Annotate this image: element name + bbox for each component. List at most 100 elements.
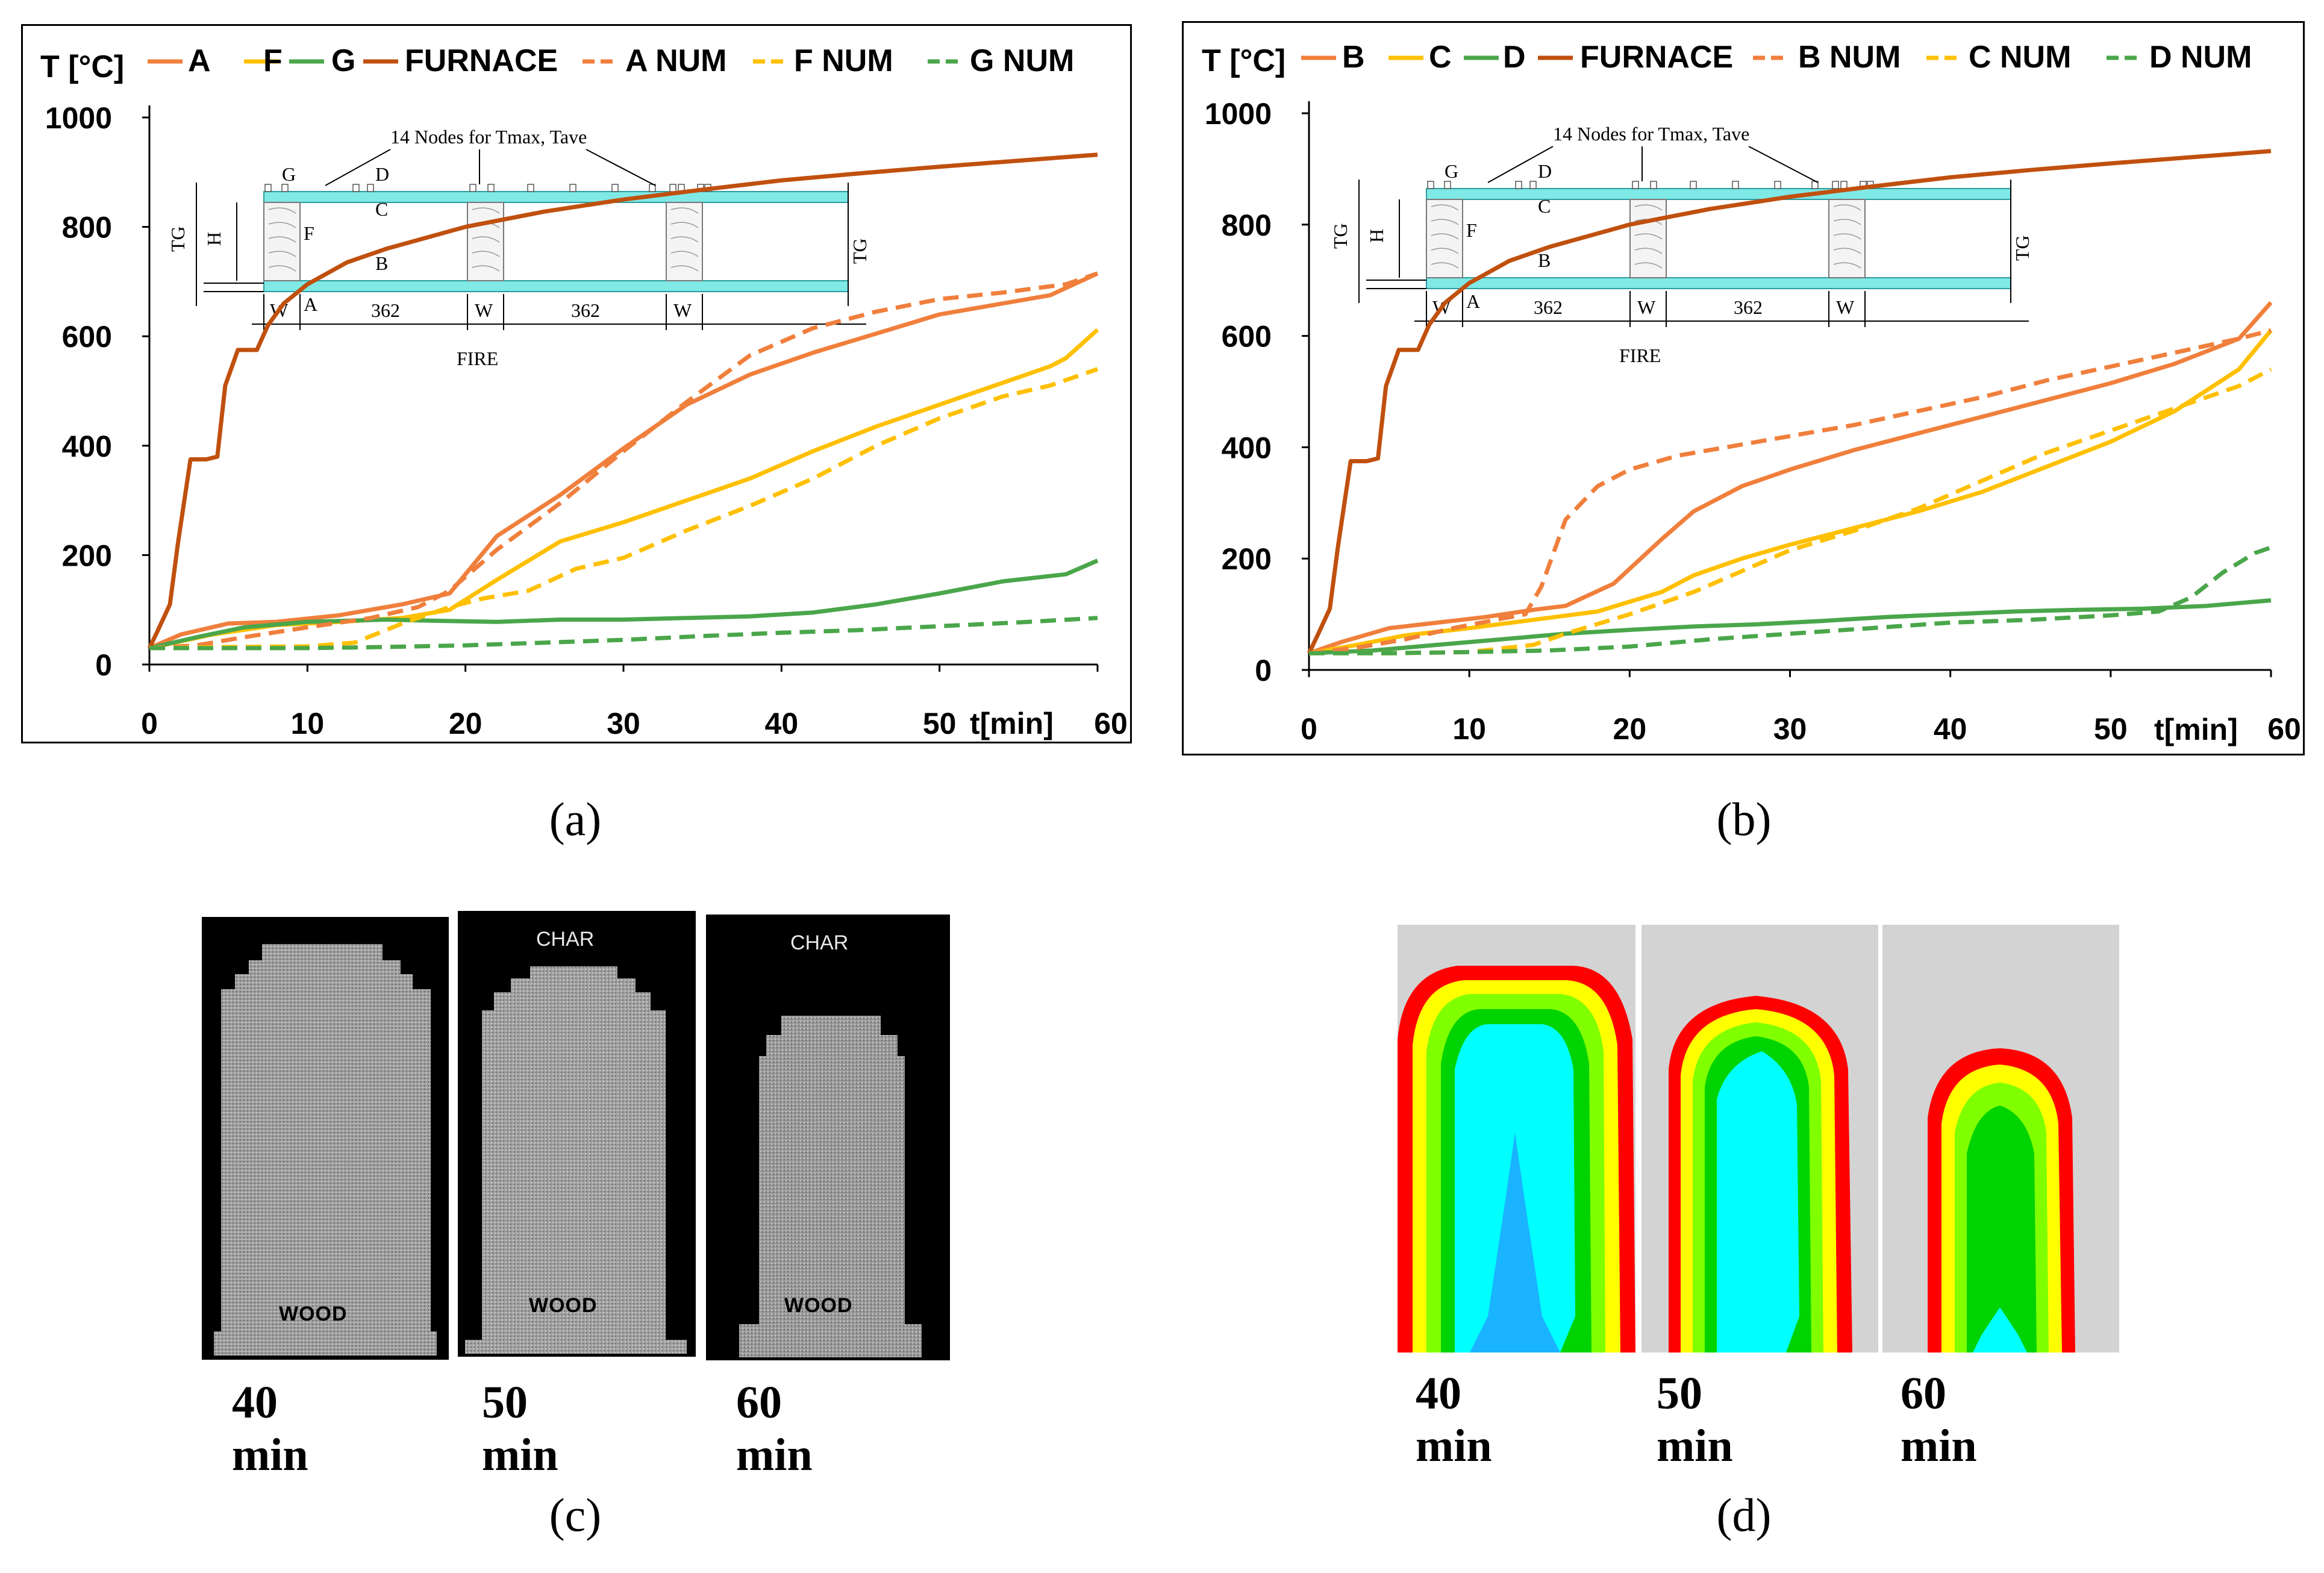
legend-label: D NUM xyxy=(2149,40,2252,75)
y-tick-label: 200 xyxy=(1222,542,1272,576)
node-marker xyxy=(264,184,272,192)
web-mid-grain xyxy=(472,236,500,243)
legend-label: A xyxy=(188,43,211,78)
node-marker xyxy=(1632,181,1639,189)
series-b-num xyxy=(1308,328,2272,655)
web-mid xyxy=(467,202,504,281)
legend-label: FURNACE xyxy=(405,43,558,78)
web-right-grain xyxy=(670,236,699,243)
node-marker xyxy=(1529,181,1537,189)
label-a: A xyxy=(1466,290,1480,312)
y-tick-label: 400 xyxy=(62,430,112,463)
leader-left xyxy=(325,149,391,186)
series-f-num xyxy=(149,367,1099,651)
series-g xyxy=(149,558,1099,651)
web-mid-grain xyxy=(1634,204,1663,211)
label-fire: FIRE xyxy=(1619,345,1661,366)
x-axis-label: t[min] xyxy=(2154,713,2238,746)
web-left-grain xyxy=(1431,219,1459,225)
y-tick-label: 600 xyxy=(62,320,112,354)
web-right xyxy=(666,202,703,281)
node-marker xyxy=(1732,181,1739,189)
web-right-grain xyxy=(670,222,699,228)
node-marker xyxy=(1444,181,1451,189)
node-marker xyxy=(1774,181,1781,189)
label-c: C xyxy=(1538,195,1551,217)
web-left xyxy=(263,202,301,281)
label-h: H xyxy=(1366,229,1387,243)
web-right-grain xyxy=(1833,204,1861,211)
web-right-grain xyxy=(1833,248,1861,254)
x-tick-label: 60 xyxy=(2267,712,2301,746)
label-f: F xyxy=(304,222,314,244)
time-label-d-50: 50 min xyxy=(1657,1368,1733,1471)
leader-right xyxy=(1748,146,1819,183)
label-b: B xyxy=(375,252,388,274)
series-g-num xyxy=(149,616,1098,651)
leader-right xyxy=(586,149,656,186)
wood-section-60 xyxy=(739,1016,922,1357)
x-tick-label: 30 xyxy=(607,707,640,740)
node-marker xyxy=(469,184,476,192)
label-span1: 362 xyxy=(371,299,400,321)
y-tick-label: 0 xyxy=(95,648,112,682)
web-left-grain xyxy=(268,251,296,257)
legend-label: F NUM xyxy=(794,43,893,78)
char-photo-60: CHAR WOOD xyxy=(706,915,950,1360)
x-tick-label: 40 xyxy=(1934,712,1967,746)
label-f: F xyxy=(1466,219,1477,241)
caption-c: (c) xyxy=(549,1489,602,1541)
caption-d: (d) xyxy=(1716,1489,1772,1541)
inset-title: 14 Nodes for Tmax, Tave xyxy=(390,126,587,148)
web-mid-grain xyxy=(472,207,500,214)
time-label-c-50: 50 min xyxy=(482,1377,558,1480)
web-right-grain xyxy=(1833,262,1861,269)
wood-section-50 xyxy=(465,966,687,1354)
web-left-grain xyxy=(268,222,296,228)
inset-title: 14 Nodes for Tmax, Tave xyxy=(1553,123,1749,145)
node-marker xyxy=(1832,181,1839,189)
web-left-grain xyxy=(268,265,296,272)
y-tick-label: 200 xyxy=(62,539,112,572)
node-marker xyxy=(281,184,289,192)
series-a xyxy=(148,271,1099,651)
label-tg-right: TG xyxy=(2011,235,2033,261)
wood-label-60: WOOD xyxy=(784,1294,853,1317)
y-tick-label: 800 xyxy=(62,211,112,245)
x-tick-label: 40 xyxy=(765,707,799,740)
x-tick-label: 0 xyxy=(141,707,158,740)
caption-a: (a) xyxy=(549,793,602,845)
web-left-grain xyxy=(1431,233,1459,240)
y-axis-label: T [°C] xyxy=(1202,43,1285,78)
label-d: D xyxy=(375,163,389,185)
legend-label: B NUM xyxy=(1798,40,1901,75)
web-right-grain xyxy=(1833,233,1861,240)
label-span1: 362 xyxy=(1534,296,1563,318)
char-photo-40: WOOD xyxy=(202,917,449,1360)
node-marker xyxy=(352,184,360,192)
node-marker xyxy=(1427,181,1434,189)
label-g: G xyxy=(1445,160,1458,182)
node-marker xyxy=(367,184,374,192)
web-left-grain xyxy=(1431,262,1459,269)
node-marker xyxy=(1690,181,1697,189)
legend-label: FURNACE xyxy=(1580,40,1733,75)
top-flange xyxy=(1426,188,2011,200)
wood-label-50: WOOD xyxy=(529,1294,598,1317)
legend-label: F xyxy=(263,43,283,78)
char-photo-50: CHAR WOOD xyxy=(458,911,696,1357)
y-tick-label: 1000 xyxy=(45,101,112,135)
node-marker xyxy=(527,184,534,192)
label-w3: W xyxy=(1836,296,1855,318)
node-marker xyxy=(1515,181,1522,189)
char-label-60: CHAR xyxy=(790,931,849,954)
y-axis-label: T [°C] xyxy=(40,49,124,84)
series-furnace xyxy=(147,152,1098,649)
label-d: D xyxy=(1538,160,1552,182)
y-tick-label: 800 xyxy=(1222,208,1272,242)
web-mid-grain xyxy=(472,251,500,257)
label-fire: FIRE xyxy=(457,348,498,369)
time-label-c-40: 40 min xyxy=(232,1377,308,1480)
